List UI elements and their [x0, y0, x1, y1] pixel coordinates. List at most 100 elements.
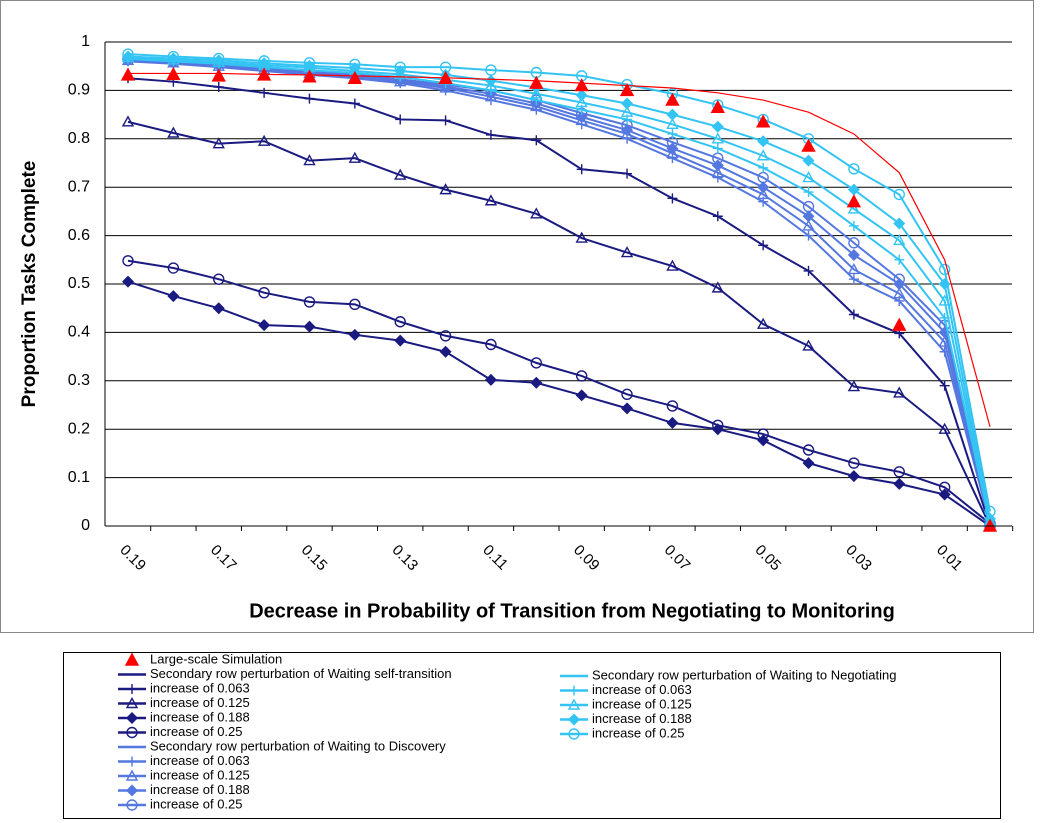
marker [167, 290, 180, 303]
marker [395, 114, 406, 125]
marker [575, 96, 588, 108]
marker [569, 685, 579, 696]
marker [212, 137, 225, 149]
marker [756, 149, 770, 161]
legend-frame [63, 652, 1001, 819]
marker [711, 166, 724, 178]
marker [485, 85, 496, 96]
marker [893, 466, 905, 478]
legend-label: Large-scale Simulation [150, 651, 282, 666]
y-tick-label: 0.2 [68, 420, 90, 437]
legend-label: increase of 0.125 [592, 696, 692, 711]
marker [124, 652, 140, 666]
marker [712, 143, 723, 154]
marker [575, 370, 588, 382]
marker [848, 309, 859, 320]
y-tick-label: 0.1 [68, 469, 90, 486]
y-tick-label: 0.9 [68, 82, 90, 99]
marker [211, 68, 226, 82]
marker [803, 230, 814, 241]
marker [485, 129, 496, 140]
marker [394, 61, 406, 73]
marker [126, 712, 138, 724]
marker [213, 273, 225, 285]
plot: 00.10.20.30.40.50.60.70.80.910.19 0.17 0.1… [68, 33, 1014, 574]
marker [666, 416, 679, 429]
marker [304, 93, 315, 104]
marker [166, 66, 181, 81]
marker [756, 317, 770, 329]
marker [439, 330, 452, 342]
marker [756, 188, 770, 200]
marker [484, 373, 497, 386]
line [127, 57, 991, 524]
marker [259, 87, 270, 98]
marker [303, 154, 316, 166]
marker [349, 58, 361, 70]
marker [530, 357, 543, 369]
marker [575, 389, 588, 402]
marker [621, 402, 634, 415]
marker [802, 200, 815, 213]
marker [167, 50, 180, 63]
line [127, 259, 991, 525]
marker [440, 115, 451, 126]
marker [213, 52, 225, 65]
marker [575, 231, 588, 243]
legend-label: increase of 0.188 [150, 709, 250, 724]
marker [802, 339, 815, 351]
marker [258, 55, 270, 67]
marker [485, 338, 497, 351]
marker [847, 202, 861, 214]
marker [893, 188, 905, 201]
marker [758, 162, 769, 173]
marker [847, 380, 861, 392]
marker [348, 328, 361, 341]
marker [622, 168, 633, 179]
legend-label: increase of 0.25 [150, 796, 243, 811]
marker [893, 386, 906, 398]
marker [575, 89, 588, 102]
marker [167, 262, 180, 274]
marker [531, 135, 542, 146]
marker [847, 248, 860, 261]
marker [126, 784, 138, 797]
y-tick-label: 0.7 [68, 178, 90, 195]
y-tick-label: 1 [81, 33, 90, 50]
marker [127, 756, 137, 767]
marker [394, 316, 406, 328]
marker [801, 138, 816, 152]
y-tick-label: 0.3 [68, 372, 90, 389]
marker [530, 87, 543, 99]
legend-label: Secondary row perturbation of Waiting to… [150, 738, 446, 753]
marker [167, 126, 180, 138]
marker [846, 194, 862, 208]
marker [848, 457, 860, 469]
marker [666, 108, 679, 121]
marker [122, 255, 134, 267]
legend-label: increase of 0.188 [150, 782, 250, 797]
line [127, 53, 991, 512]
legend-label: Secondary row perturbation of Waiting to… [592, 667, 896, 682]
y-tick-label: 0.8 [68, 130, 90, 147]
marker [621, 97, 634, 110]
legend: Large-scale Simulation Secondary row pert… [118, 651, 896, 811]
marker [939, 380, 950, 391]
marker [757, 181, 770, 194]
marker [303, 57, 316, 69]
marker [126, 799, 138, 811]
marker [302, 69, 317, 83]
marker [665, 92, 680, 106]
marker [667, 193, 678, 204]
marker [530, 207, 543, 219]
marker [984, 505, 996, 518]
marker [893, 287, 906, 299]
marker [212, 302, 225, 315]
marker [667, 128, 678, 139]
marker [938, 481, 951, 493]
legend-label: increase of 0.125 [150, 767, 250, 782]
marker [757, 135, 770, 148]
marker [349, 298, 361, 311]
marker [256, 67, 272, 81]
line [127, 55, 991, 519]
